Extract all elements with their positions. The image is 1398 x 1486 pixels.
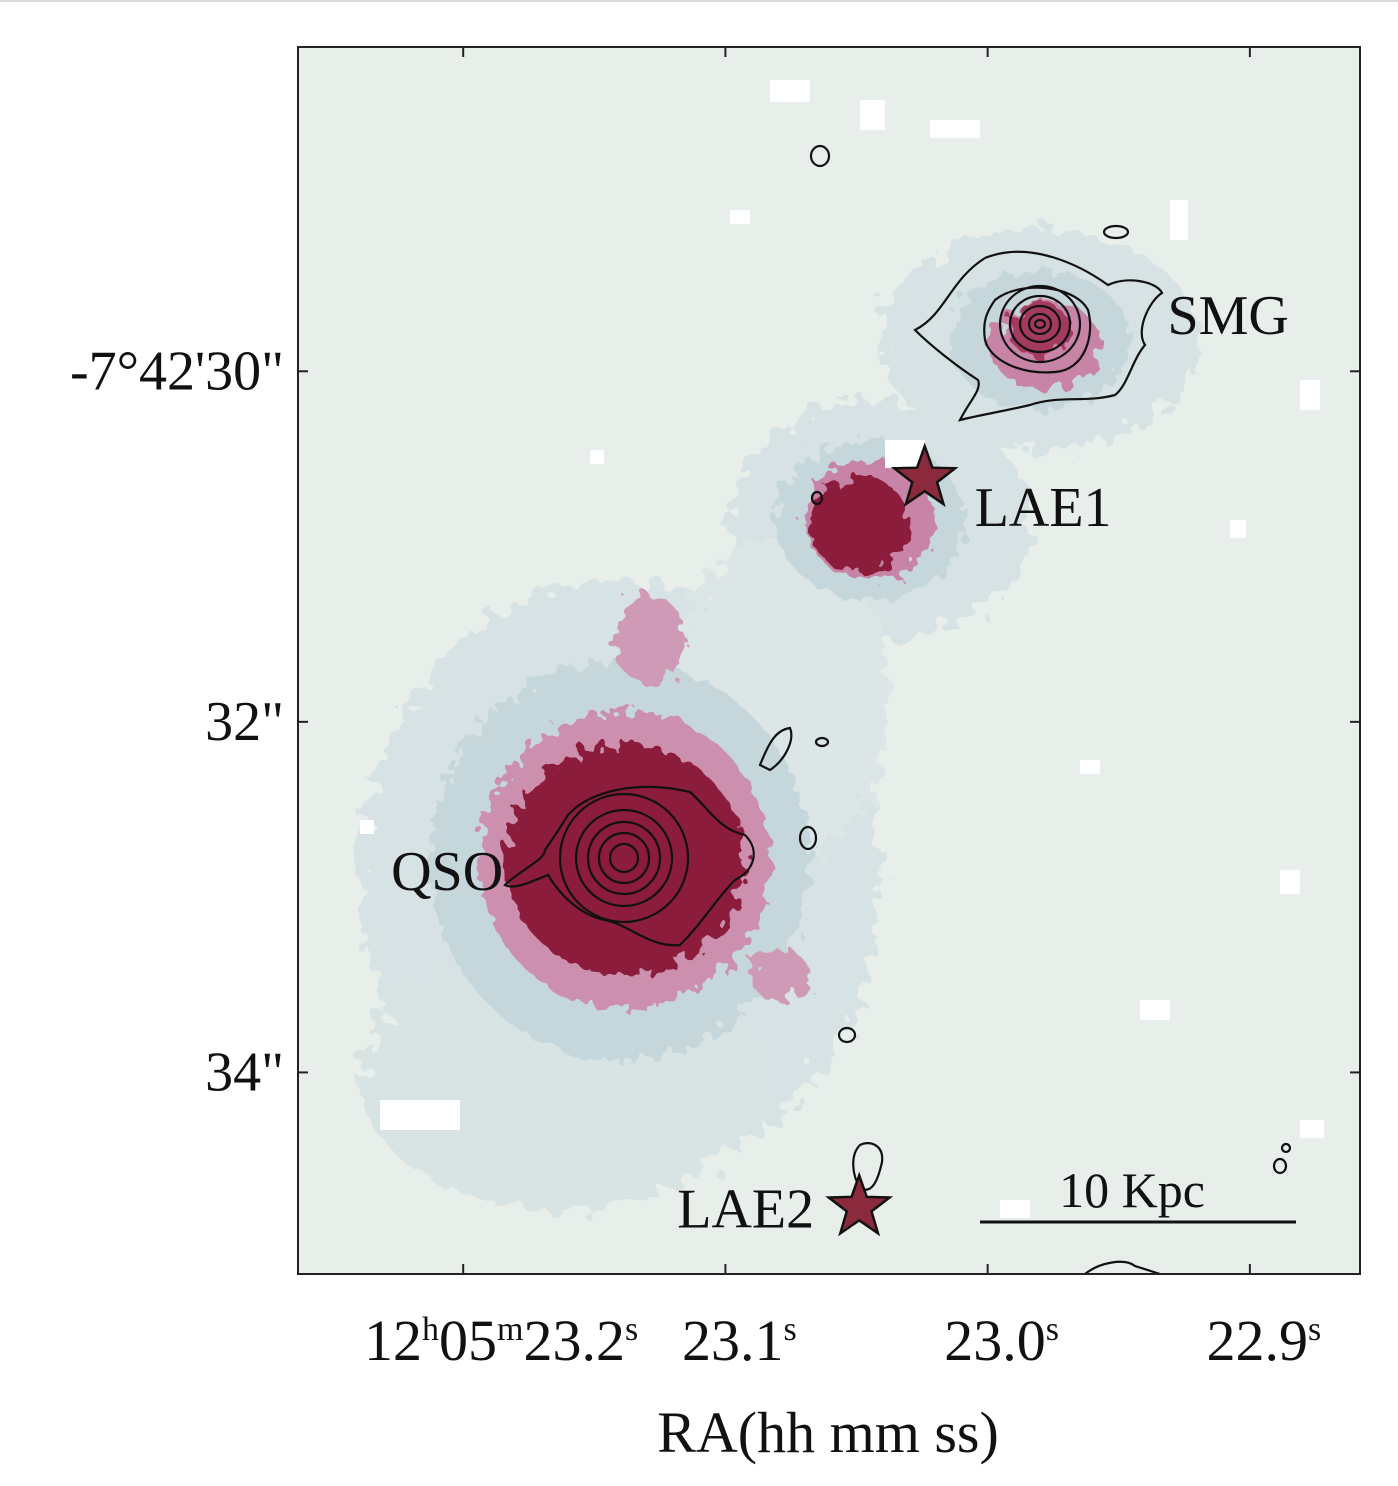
lae2-label: LAE2 [677,1178,814,1240]
scale-bar-label: 10 Kpc [1059,1162,1205,1218]
qso-label: QSO [391,841,503,903]
y-tick-label-1: 32" [205,691,284,753]
top-border-line [0,0,1398,2]
x-tick-label-2: 23.0s [944,1308,1059,1373]
source-markers: SMG LAE1 QSO LAE2 [391,285,1289,1240]
emission-map [360,80,1324,1218]
axis-ticks [298,47,1360,1274]
qso-contours [503,490,1292,1276]
smg-label: SMG [1167,285,1288,347]
x-tick-label-3: 22.9s [1206,1308,1321,1373]
lae2-star-marker [825,1171,894,1237]
lae1-label: LAE1 [975,477,1112,539]
y-tick-label-0: -7°42'30" [70,340,284,402]
plot-frame [297,46,1361,1275]
x-tick-label-1: 23.1s [682,1308,797,1373]
y-tick-labels: -7°42'30" 32" 34" [70,340,284,1103]
lae1-star-marker [890,442,959,508]
x-axis-label: RA(hh mm ss) [657,1400,999,1465]
x-tick-labels: 12h05m23.2s 23.1s 23.0s 22.9s [364,1308,1321,1373]
y-tick-label-2: 34" [205,1041,284,1103]
smg-contours [809,144,1164,422]
x-tick-label-0: 12h05m23.2s [364,1308,638,1373]
